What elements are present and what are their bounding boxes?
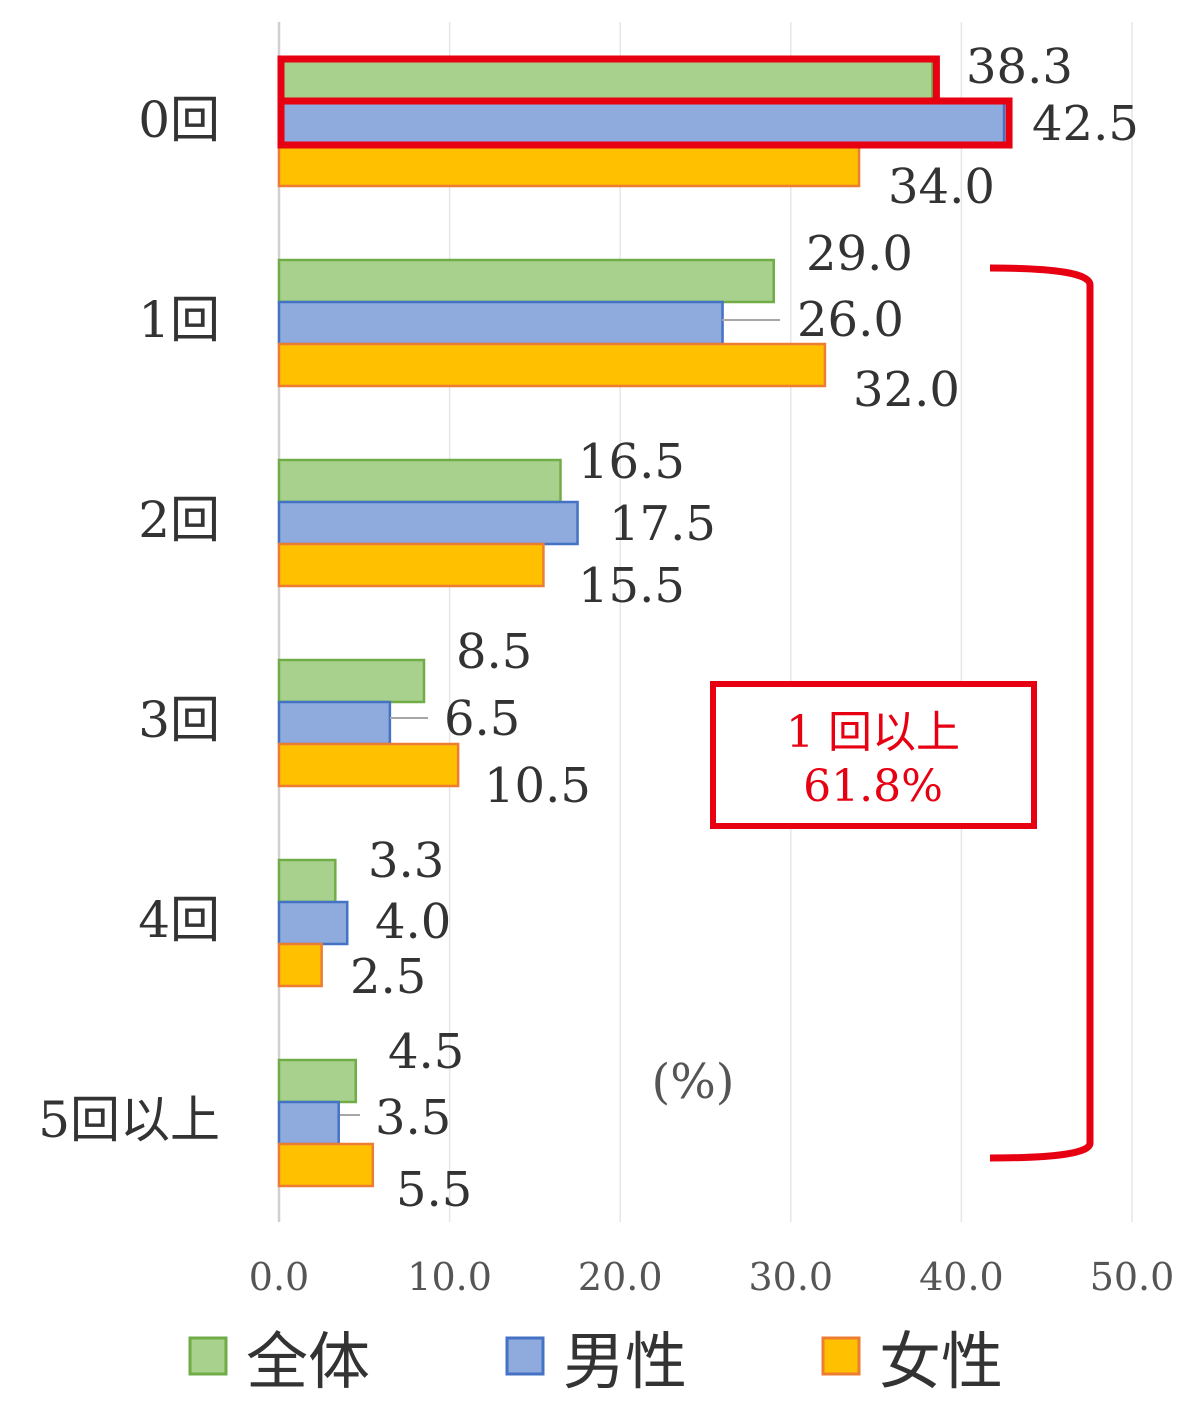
bar-0-1 (277, 100, 1006, 146)
data-label: 29.0 (806, 226, 913, 282)
category-label: 0回 (138, 91, 220, 149)
data-label: 6.5 (444, 691, 520, 747)
category-label: 4回 (138, 891, 220, 949)
data-label: 5.5 (396, 1162, 472, 1218)
data-label: 3.3 (368, 833, 444, 889)
data-label: 26.0 (797, 292, 904, 348)
annotation-box (710, 681, 1037, 829)
x-tick-label: 50.0 (1090, 1255, 1175, 1299)
bar-4-2 (277, 942, 323, 988)
category-label: 2回 (138, 491, 220, 549)
legend-swatch-2 (821, 1336, 861, 1376)
data-label: 2.5 (350, 949, 426, 1005)
data-label: 8.5 (456, 624, 532, 680)
bar-0-0 (277, 58, 934, 104)
x-tick-label: 0.0 (249, 1255, 309, 1299)
bar-3-2 (277, 742, 460, 788)
data-label: 10.5 (484, 758, 591, 814)
annotation-text-line2: 61.8% (803, 761, 943, 812)
legend-label-2: 女性 (879, 1325, 1003, 1398)
legend-label-0: 全体 (246, 1325, 370, 1398)
x-tick-label: 30.0 (748, 1255, 833, 1299)
bar-4-0 (277, 858, 337, 904)
data-label: 17.5 (609, 496, 716, 552)
bar-5-2 (277, 1142, 375, 1188)
annotation-text-line1: 1 回以上 (786, 707, 960, 758)
x-tick-label: 40.0 (919, 1255, 1004, 1299)
bar-2-1 (277, 500, 579, 546)
bar-2-2 (277, 542, 545, 588)
data-label: 38.3 (966, 39, 1073, 95)
bar-2-0 (277, 458, 562, 504)
bar-1-0 (277, 258, 775, 304)
bar-0-2 (277, 142, 861, 188)
bar-3-1 (277, 700, 392, 746)
category-label: 5回以上 (38, 1091, 220, 1149)
bracket (989, 264, 1094, 1162)
legend-label-1: 男性 (563, 1325, 687, 1398)
category-label: 3回 (138, 691, 220, 749)
bar-4-1 (277, 900, 349, 946)
legend-swatch-0 (188, 1336, 228, 1376)
data-label: 16.5 (578, 434, 685, 490)
legend-swatch-1 (505, 1336, 545, 1376)
data-label: 4.5 (388, 1024, 464, 1080)
x-tick-label: 10.0 (407, 1255, 492, 1299)
data-label: 15.5 (578, 558, 685, 614)
data-label: 4.0 (375, 894, 451, 950)
bar-5-1 (277, 1100, 340, 1146)
bar-3-0 (277, 658, 426, 704)
bar-1-1 (277, 300, 724, 346)
bar-1-2 (277, 342, 827, 388)
x-tick-label: 20.0 (578, 1255, 663, 1299)
data-label: 34.0 (888, 159, 995, 215)
data-label: 42.5 (1032, 96, 1139, 152)
bar-5-0 (277, 1058, 358, 1104)
category-label: 1回 (138, 291, 220, 349)
data-label: 3.5 (375, 1090, 451, 1146)
data-label: 32.0 (853, 362, 960, 418)
highlight-box-male (277, 97, 1013, 149)
unit-label: (%) (651, 1054, 734, 1110)
